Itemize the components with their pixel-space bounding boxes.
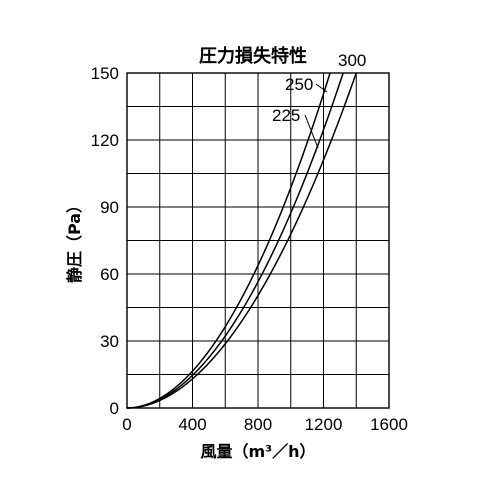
series-leader-225	[304, 114, 319, 149]
y-axis-title: 静圧（Pa）	[65, 197, 84, 283]
series-label-225: 225	[272, 106, 300, 125]
series-lines	[126, 72, 357, 409]
y-tick-label: 150	[91, 64, 119, 83]
y-tick-label: 0	[110, 399, 119, 418]
y-tick-labels: 0 30 60 90 120 150	[91, 64, 119, 418]
series-label-300: 300	[338, 51, 366, 70]
series-line-300	[126, 72, 331, 409]
y-tick-label: 30	[100, 332, 119, 351]
chart-title: 圧力損失特性	[199, 45, 307, 67]
x-tick-label: 1200	[305, 415, 343, 434]
x-tick-labels: 0 400 800 1200 1600	[122, 415, 408, 434]
x-tick-label: 800	[244, 415, 272, 434]
series-line-225	[126, 72, 357, 409]
series-leader-250	[315, 83, 328, 93]
series-labels: 225 250 300	[272, 51, 366, 149]
y-tick-label: 60	[100, 265, 119, 284]
x-tick-label: 0	[122, 415, 131, 434]
plot-frame	[126, 72, 390, 409]
y-tick-label: 120	[91, 131, 119, 150]
grid	[127, 73, 389, 408]
series-line-250	[126, 72, 344, 409]
series-label-250: 250	[285, 75, 313, 94]
x-axis-title: 風量（m³／h）	[200, 442, 315, 461]
x-tick-label: 1600	[370, 415, 408, 434]
y-tick-label: 90	[100, 198, 119, 217]
x-tick-label: 400	[178, 415, 206, 434]
